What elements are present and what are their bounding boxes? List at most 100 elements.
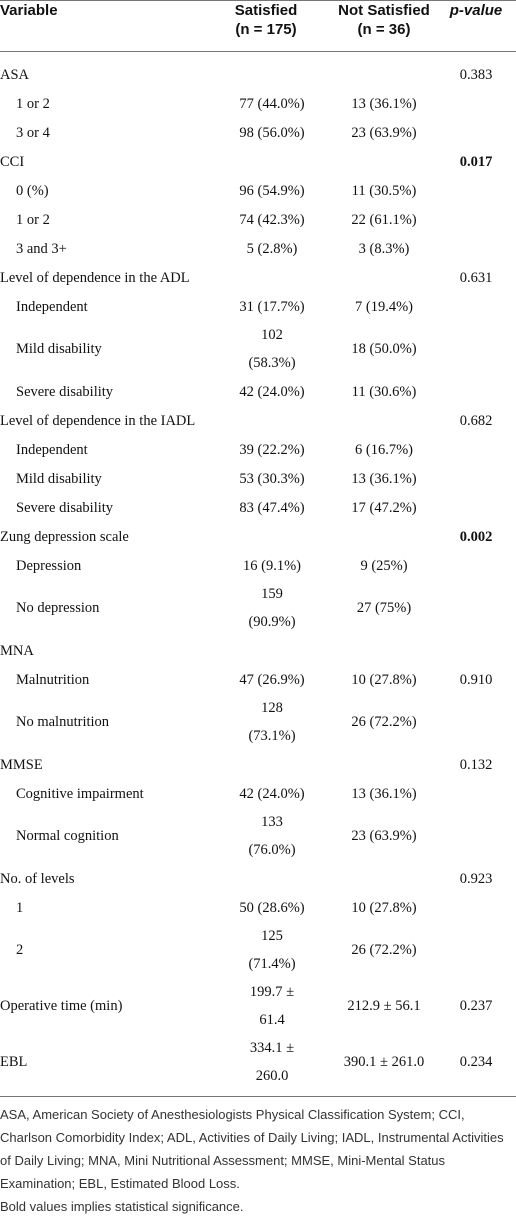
table-row: Mild disability 102 (58.3%) 18 (50.0%) bbox=[0, 321, 516, 377]
table-row: Depression 16 (9.1%) 9 (25%) bbox=[0, 551, 516, 580]
cell: 0.002 bbox=[459, 528, 493, 545]
cell bbox=[436, 493, 516, 522]
cell bbox=[436, 435, 516, 464]
row-label: Mild disability bbox=[16, 341, 102, 357]
cell: 125 (71.4%) bbox=[248, 928, 296, 972]
header-text: Satisfied bbox=[234, 2, 298, 19]
cell: 0.132 bbox=[459, 756, 493, 773]
table-row: Severe disability 42 (24.0%) 11 (30.6%) bbox=[0, 377, 516, 406]
row-label: ASA bbox=[0, 66, 30, 83]
table-row: Level of dependence in the IADL 0.682 bbox=[0, 406, 516, 435]
cell: 83 (47.4%) bbox=[239, 499, 305, 516]
row-label: Normal cognition bbox=[16, 828, 119, 844]
row-label: Level of dependence in the ADL bbox=[0, 269, 190, 286]
cell bbox=[436, 779, 516, 808]
cell: 26 (72.2%) bbox=[351, 714, 417, 730]
cell: 9 (25%) bbox=[360, 557, 408, 574]
table-row: 3 or 4 98 (56.0%) 23 (63.9%) bbox=[0, 118, 516, 147]
table-row: 1 or 2 74 (42.3%) 22 (61.1%) bbox=[0, 205, 516, 234]
cell bbox=[436, 89, 516, 118]
cell: 133 (76.0%) bbox=[248, 814, 296, 858]
row-label: 1 or 2 bbox=[16, 95, 50, 112]
cell: 199.7 ± 61.4 bbox=[249, 984, 295, 1028]
cell: 10 (27.8%) bbox=[351, 899, 417, 916]
table-row: No malnutrition 128 (73.1%) 26 (72.2%) bbox=[0, 694, 516, 750]
cell: 42 (24.0%) bbox=[239, 785, 305, 802]
cell: 11 (30.5%) bbox=[351, 182, 417, 199]
table-row: Cognitive impairment 42 (24.0%) 13 (36.1%) bbox=[0, 779, 516, 808]
header-cell: Variable bbox=[0, 2, 58, 19]
cell bbox=[332, 263, 436, 292]
cell: 0.631 bbox=[459, 269, 493, 286]
footnote-text: ASA, American Society of Anesthesiologis… bbox=[0, 1107, 504, 1191]
table-row: 0 (%) 96 (54.9%) 11 (30.5%) bbox=[0, 176, 516, 205]
cell bbox=[436, 694, 516, 750]
table-row: 1 or 2 77 (44.0%) 13 (36.1%) bbox=[0, 89, 516, 118]
cell: 74 (42.3%) bbox=[239, 211, 305, 228]
table-row: CCI 0.017 bbox=[0, 147, 516, 176]
row-label: MMSE bbox=[0, 756, 43, 773]
cell bbox=[436, 551, 516, 580]
footnote-text: Bold values implies statistical signific… bbox=[0, 1199, 244, 1214]
cell: 0.237 bbox=[459, 998, 493, 1014]
table-row: Severe disability 83 (47.4%) 17 (47.2%) bbox=[0, 493, 516, 522]
cell bbox=[436, 377, 516, 406]
row-label: Depression bbox=[16, 557, 82, 574]
cell bbox=[200, 147, 332, 176]
cell bbox=[436, 580, 516, 636]
table-row: ASA 0.383 bbox=[0, 52, 516, 90]
cell: 0.017 bbox=[459, 153, 493, 170]
cell bbox=[436, 922, 516, 978]
cell: 0.910 bbox=[459, 671, 493, 688]
cell bbox=[200, 52, 332, 90]
cell: 77 (44.0%) bbox=[239, 95, 305, 112]
cell bbox=[436, 321, 516, 377]
cell: 159 (90.9%) bbox=[248, 586, 296, 630]
table-row: MMSE 0.132 bbox=[0, 750, 516, 779]
header-text: (n = 175) bbox=[235, 21, 297, 38]
cell bbox=[332, 147, 436, 176]
cell: 13 (36.1%) bbox=[351, 95, 417, 112]
cell bbox=[436, 205, 516, 234]
cell: 39 (22.2%) bbox=[239, 441, 305, 458]
cell: 47 (26.9%) bbox=[239, 671, 305, 688]
cell: 102 (58.3%) bbox=[248, 327, 296, 371]
cell bbox=[200, 263, 332, 292]
table-row: Mild disability 53 (30.3%) 13 (36.1%) bbox=[0, 464, 516, 493]
cell: 17 (47.2%) bbox=[351, 499, 417, 516]
row-label: EBL bbox=[0, 1054, 28, 1070]
header-cell: Not Satisfied (n = 36) bbox=[332, 1, 436, 52]
row-label: Cognitive impairment bbox=[16, 785, 144, 802]
table-row: Operative time (min) 199.7 ± 61.4 212.9 ± … bbox=[0, 978, 516, 1034]
cell: 26 (72.2%) bbox=[351, 942, 417, 958]
row-label: 1 bbox=[16, 899, 24, 916]
row-label: Severe disability bbox=[16, 499, 114, 516]
cell: 98 (56.0%) bbox=[239, 124, 305, 141]
header-text: (n = 36) bbox=[357, 21, 411, 38]
row-label: Independent bbox=[16, 441, 88, 458]
cell: 10 (27.8%) bbox=[351, 671, 417, 688]
table-row: 3 and 3+ 5 (2.8%) 3 (8.3%) bbox=[0, 234, 516, 263]
row-label: 1 or 2 bbox=[16, 211, 50, 228]
cell: 23 (63.9%) bbox=[351, 124, 417, 141]
row-label: Severe disability bbox=[16, 383, 114, 400]
table-row: No depression 159 (90.9%) 27 (75%) bbox=[0, 580, 516, 636]
cell: 42 (24.0%) bbox=[239, 383, 305, 400]
cell: 11 (30.6%) bbox=[351, 383, 417, 400]
cell bbox=[200, 522, 332, 551]
row-label: Independent bbox=[16, 298, 88, 315]
cell bbox=[436, 808, 516, 864]
cell bbox=[436, 234, 516, 263]
header-row: Variable Satisfied (n = 175) Not Satisfie… bbox=[0, 0, 516, 52]
row-label: 0 (%) bbox=[16, 182, 49, 199]
row-label: 3 and 3+ bbox=[16, 240, 67, 257]
cell: 23 (63.9%) bbox=[351, 828, 417, 844]
cell bbox=[436, 292, 516, 321]
header-cell: p-value bbox=[449, 2, 503, 19]
cell bbox=[332, 52, 436, 90]
table-row: Normal cognition 133 (76.0%) 23 (63.9%) bbox=[0, 808, 516, 864]
cell: 5 (2.8%) bbox=[246, 240, 298, 257]
table-row: 1 50 (28.6%) 10 (27.8%) bbox=[0, 893, 516, 922]
results-table: Variable Satisfied (n = 175) Not Satisfie… bbox=[0, 0, 516, 1084]
